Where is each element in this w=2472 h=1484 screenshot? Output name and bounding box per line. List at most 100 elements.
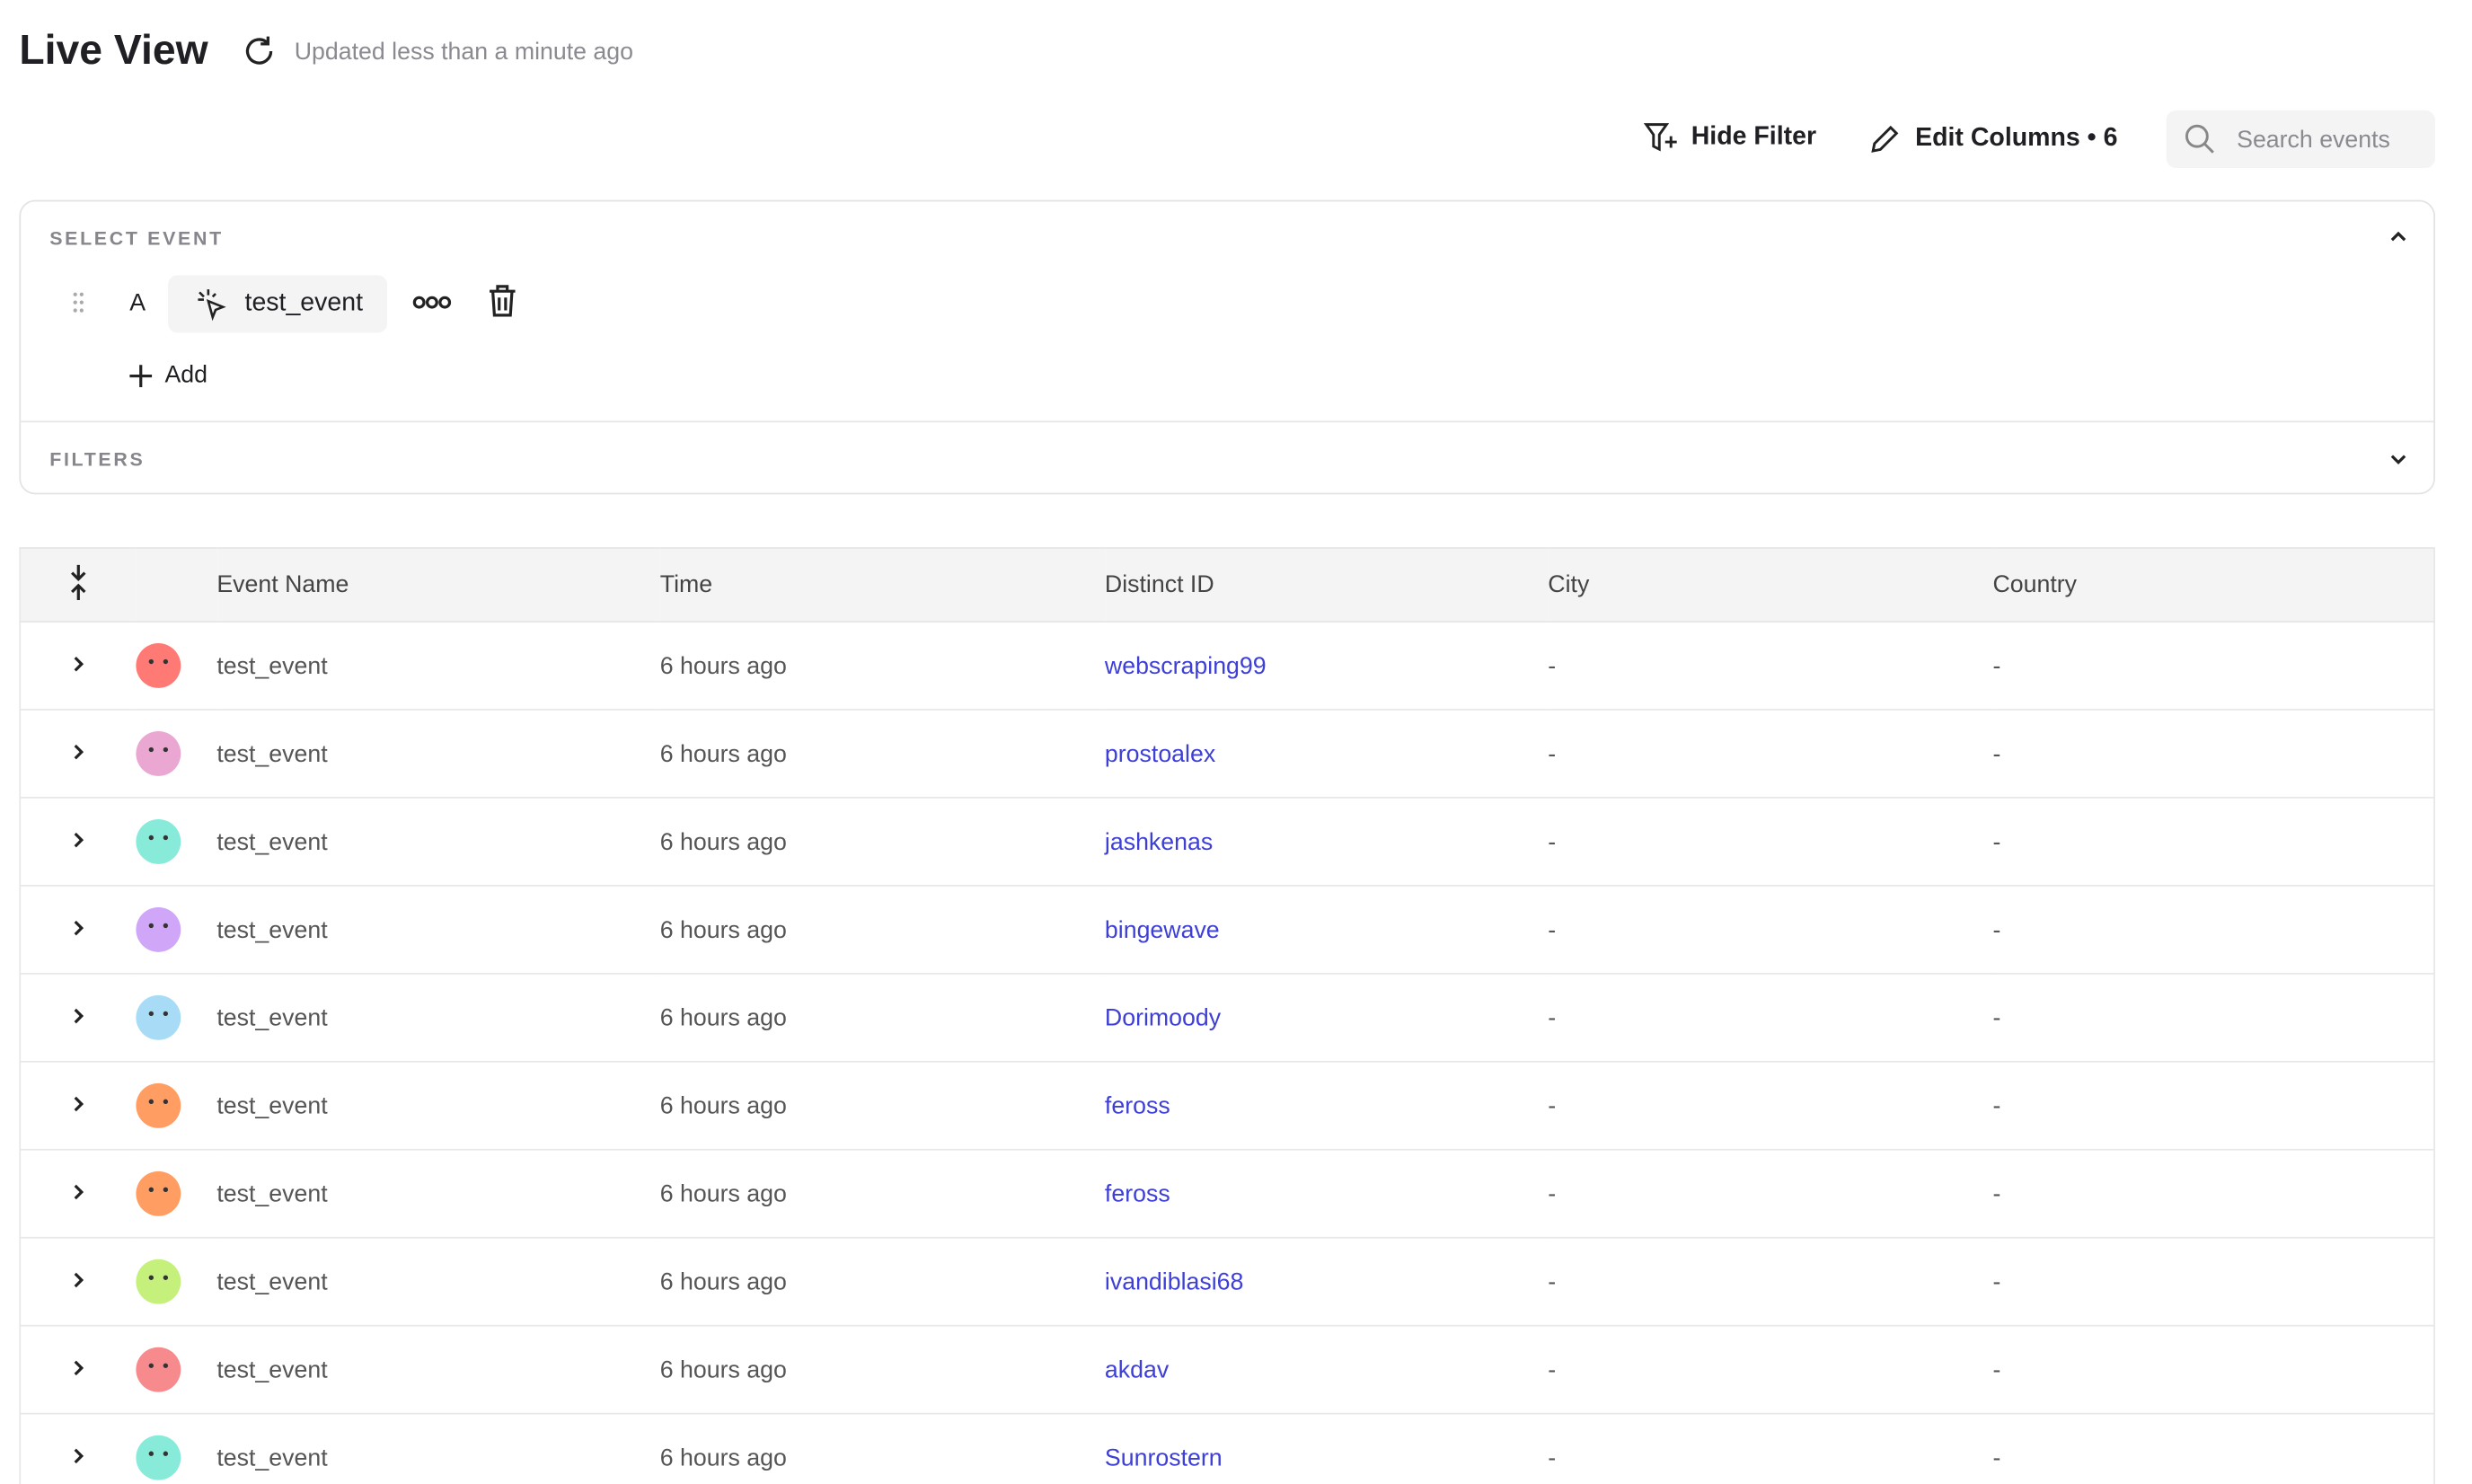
table-row[interactable]: test_event 6 hours ago feross - - xyxy=(19,1149,2435,1239)
chevron-right-icon xyxy=(74,919,84,935)
event-filter-panel: SELECT EVENT A test_event Add FILTERS xyxy=(19,199,2435,495)
distinct-id-link[interactable]: feross xyxy=(1104,1179,1170,1207)
series-letter: A xyxy=(129,289,146,317)
time-cell: 6 hours ago xyxy=(659,797,1105,887)
event-chip[interactable]: test_event xyxy=(168,275,388,333)
distinct-id-link[interactable]: ivandiblasi68 xyxy=(1104,1268,1244,1295)
distinct-id-link[interactable]: jashkenas xyxy=(1104,827,1214,856)
edit-columns-button[interactable]: Edit Columns • 6 xyxy=(1867,121,2118,156)
event-name-cell: test_event xyxy=(216,885,660,975)
event-name-cell: test_event xyxy=(216,797,660,887)
country-cell: - xyxy=(1992,1061,2435,1151)
collapse-all-button[interactable] xyxy=(19,547,136,623)
avatar-cell xyxy=(135,1237,217,1327)
city-cell: - xyxy=(1548,973,1993,1063)
chevron-right-icon xyxy=(74,1007,84,1023)
distinct-id-link[interactable]: bingewave xyxy=(1104,915,1220,944)
avatar xyxy=(135,1347,181,1392)
city-cell: - xyxy=(1548,1061,1993,1151)
chevron-down-icon[interactable] xyxy=(2388,451,2407,467)
search-icon xyxy=(2185,124,2214,154)
table-row[interactable]: test_event 6 hours ago Sunrostern - - xyxy=(19,1413,2435,1484)
column-header-country[interactable]: Country xyxy=(1992,547,2435,623)
city-cell: - xyxy=(1548,1325,1993,1415)
expand-row-button[interactable] xyxy=(19,1149,136,1239)
table-row[interactable]: test_event 6 hours ago jashkenas - - xyxy=(19,797,2435,887)
search-box[interactable] xyxy=(2166,110,2435,169)
add-event-button[interactable]: Add xyxy=(129,362,207,389)
column-header-event-name[interactable]: Event Name xyxy=(216,547,660,623)
search-input[interactable] xyxy=(2237,125,2429,154)
avatar-cell xyxy=(135,1061,217,1151)
table-row[interactable]: test_event 6 hours ago feross - - xyxy=(19,1061,2435,1151)
distinct-id-link[interactable]: webscraping99 xyxy=(1104,651,1267,680)
expand-row-button[interactable] xyxy=(19,621,136,711)
avatar xyxy=(135,1082,181,1128)
table-row[interactable]: test_event 6 hours ago ivandiblasi68 - - xyxy=(19,1237,2435,1327)
country-cell: - xyxy=(1992,709,2435,799)
avatar-cell xyxy=(135,973,217,1063)
collapse-arrows-icon xyxy=(70,563,86,600)
table-row[interactable]: test_event 6 hours ago prostoalex - - xyxy=(19,709,2435,799)
hide-filter-button[interactable]: Hide Filter xyxy=(1643,121,1816,154)
avatar xyxy=(135,731,181,776)
select-event-label: SELECT EVENT xyxy=(49,226,224,250)
city-cell: - xyxy=(1548,1149,1993,1239)
column-header-city[interactable]: City xyxy=(1548,547,1993,623)
cursor-click-icon xyxy=(198,289,226,322)
distinct-id-link[interactable]: feross xyxy=(1104,1091,1170,1119)
table-row[interactable]: test_event 6 hours ago Dorimoody - - xyxy=(19,973,2435,1063)
chevron-right-icon xyxy=(74,1183,84,1199)
table-row[interactable]: test_event 6 hours ago akdav - - xyxy=(19,1325,2435,1415)
avatar-cell xyxy=(135,1413,217,1484)
chevron-right-icon xyxy=(74,656,84,671)
table-row[interactable]: test_event 6 hours ago bingewave - - xyxy=(19,885,2435,975)
column-header-time[interactable]: Time xyxy=(659,547,1105,623)
table-header-row: Event Name Time Distinct ID City Country xyxy=(19,547,2435,623)
filters-label[interactable]: FILTERS xyxy=(49,447,146,471)
distinct-id-link[interactable]: prostoalex xyxy=(1104,739,1216,768)
avatar-cell xyxy=(135,621,217,711)
time-cell: 6 hours ago xyxy=(659,1061,1105,1151)
expand-row-button[interactable] xyxy=(19,797,136,887)
city-cell: - xyxy=(1548,885,1993,975)
refresh-icon[interactable] xyxy=(242,33,277,68)
time-cell: 6 hours ago xyxy=(659,885,1105,975)
expand-row-button[interactable] xyxy=(19,1413,136,1484)
country-cell: - xyxy=(1992,973,2435,1063)
chevron-right-icon xyxy=(74,744,84,759)
distinct-id-link[interactable]: akdav xyxy=(1104,1356,1170,1383)
column-header-distinct-id[interactable]: Distinct ID xyxy=(1104,547,1549,623)
chevron-up-icon[interactable] xyxy=(2388,229,2407,245)
edit-columns-label: Edit Columns • 6 xyxy=(1915,124,2118,153)
country-cell: - xyxy=(1992,885,2435,975)
expand-row-button[interactable] xyxy=(19,885,136,975)
add-label: Add xyxy=(164,361,208,389)
expand-row-button[interactable] xyxy=(19,1325,136,1415)
avatar xyxy=(135,818,181,864)
expand-row-button[interactable] xyxy=(19,1237,136,1327)
distinct-id-link[interactable]: Sunrostern xyxy=(1104,1444,1223,1471)
city-cell: - xyxy=(1548,797,1993,887)
drag-handle-icon[interactable] xyxy=(72,291,84,314)
time-cell: 6 hours ago xyxy=(659,709,1105,799)
expand-row-button[interactable] xyxy=(19,973,136,1063)
more-options-icon[interactable] xyxy=(412,295,452,311)
expand-row-button[interactable] xyxy=(19,709,136,799)
country-cell: - xyxy=(1992,797,2435,887)
expand-row-button[interactable] xyxy=(19,1061,136,1151)
time-cell: 6 hours ago xyxy=(659,973,1105,1063)
distinct-id-link[interactable]: Dorimoody xyxy=(1104,1003,1222,1031)
table-row[interactable]: test_event 6 hours ago webscraping99 - - xyxy=(19,621,2435,711)
event-name-cell: test_event xyxy=(216,709,660,799)
trash-icon[interactable] xyxy=(488,285,516,317)
event-name-cell: test_event xyxy=(216,1237,660,1327)
chevron-right-icon xyxy=(74,1359,84,1375)
event-chip-label: test_event xyxy=(244,289,364,317)
event-name-cell: test_event xyxy=(216,1149,660,1239)
avatar xyxy=(135,1170,181,1216)
country-cell: - xyxy=(1992,1237,2435,1327)
time-cell: 6 hours ago xyxy=(659,1413,1105,1484)
country-cell: - xyxy=(1992,621,2435,711)
